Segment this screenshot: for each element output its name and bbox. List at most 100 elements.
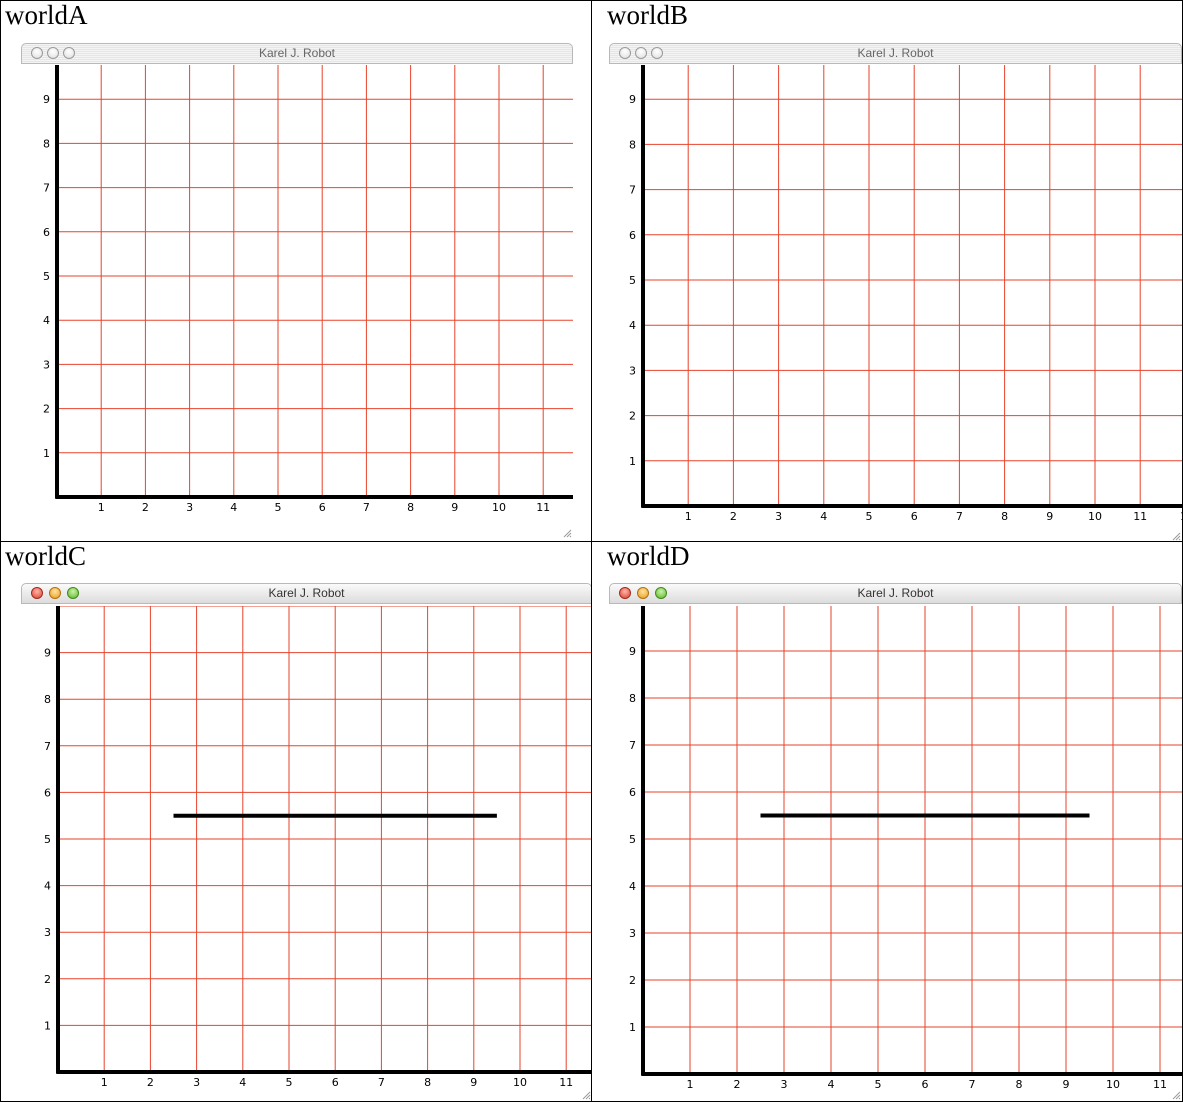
resize-grip-line [569, 535, 572, 538]
close-button-icon[interactable] [619, 47, 631, 59]
world-b-canvas: 1234567891012345678910111: [609, 65, 1182, 542]
avenue-label: 4 [239, 1076, 246, 1089]
avenue-label: 7 [956, 510, 963, 523]
avenue-label: 11 [559, 1076, 573, 1089]
avenue-label: 10 [1088, 510, 1102, 523]
minimize-button-icon[interactable] [635, 47, 647, 59]
street-label: 4 [629, 319, 636, 332]
street-label: 7 [629, 739, 636, 752]
street-label: 5 [44, 833, 51, 846]
avenue-label: 10 [492, 501, 506, 514]
avenue-label: 8 [1001, 510, 1008, 523]
avenue-label: 2 [142, 501, 149, 514]
minimize-button-icon[interactable] [47, 47, 59, 59]
close-button-icon[interactable] [31, 47, 43, 59]
world-d-canvas: 123456789101234567891011 [609, 606, 1182, 1101]
zoom-button-icon[interactable] [67, 587, 79, 599]
resize-grip-line [588, 1097, 591, 1100]
street-label: 4 [44, 880, 51, 893]
street-label: 8 [43, 137, 50, 150]
world-b-titlebar[interactable]: Karel J. Robot [609, 43, 1182, 64]
resize-grip-line [563, 529, 572, 538]
zoom-button-icon[interactable] [651, 47, 663, 59]
world-c-canvas: 1234567891012345678910111 [21, 606, 592, 1101]
resize-grip-line [1172, 532, 1181, 541]
resize-grip-icon [1172, 532, 1181, 541]
world-d-cell: worldD Karel J. Robot 1 2 3 4 5 6 7 8 9 10 1 2 3 4 5 6 7… [591, 541, 1183, 1102]
minimize-button-icon[interactable] [637, 587, 649, 599]
resize-grip-icon [1172, 1091, 1181, 1100]
zoom-button-icon[interactable] [63, 47, 75, 59]
street-label: 1 [44, 1019, 51, 1032]
street-label: 9 [629, 645, 636, 658]
street-label: 2 [43, 403, 50, 416]
avenue-label: 11 [1133, 510, 1147, 523]
street-label: 2 [629, 410, 636, 423]
avenue-label: 4 [820, 510, 827, 523]
avenue-label: 4 [828, 1078, 835, 1091]
street-label: 8 [44, 693, 51, 706]
avenue-label: 1: [1180, 510, 1182, 523]
street-label: 6 [43, 226, 50, 239]
world-c-cell: worldC Karel J. Robot 1 2 3 4 5 6 7 8 9 10 1 2 3 4 5 6 7… [0, 541, 593, 1102]
resize-grip-line [1178, 1097, 1181, 1100]
world-b-cell: worldB Karel J. Robot 1 2 3 4 5 6 7 8 9 10 1 2 3 4 5 6 7… [591, 0, 1183, 543]
avenue-label: 7 [378, 1076, 385, 1089]
avenue-label: 9 [1046, 510, 1053, 523]
world-a-canvas: 1234567891012345678910111: [21, 65, 573, 539]
world-b-window: Karel J. Robot 1234567891012345678910111… [609, 43, 1182, 542]
close-button-icon[interactable] [619, 587, 631, 599]
street-label: 8 [629, 138, 636, 151]
world-a-grid: 1234567891012345678910111: [43, 65, 573, 538]
street-label: 2 [629, 974, 636, 987]
street-label: 4 [629, 880, 636, 893]
street-label: 4 [43, 314, 50, 327]
street-label: 7 [629, 184, 636, 197]
street-label: 9 [43, 93, 50, 106]
resize-grip-line [1175, 1094, 1181, 1100]
street-label: 6 [629, 229, 636, 242]
street-label: 1 [629, 1021, 636, 1034]
resize-grip-icon [563, 529, 572, 538]
street-label: 7 [43, 182, 50, 195]
avenue-label: 8 [407, 501, 414, 514]
avenue-label: 6 [319, 501, 326, 514]
world-c-window: Karel J. Robot 1234567891012345678910111 [21, 583, 592, 1101]
zoom-button-icon[interactable] [655, 587, 667, 599]
resize-grip-line [1172, 1091, 1181, 1100]
street-label: 5 [629, 274, 636, 287]
resize-grip-line [1175, 535, 1181, 541]
street-label: 3 [629, 364, 636, 377]
avenue-label: 1 [685, 510, 692, 523]
minimize-button-icon[interactable] [49, 587, 61, 599]
resize-grip-icon [582, 1091, 591, 1100]
street-label: 1 [43, 447, 50, 460]
avenue-label: 8 [1016, 1078, 1023, 1091]
world-a-label: worldA [5, 0, 88, 30]
world-b-window-title: Karel J. Robot [857, 46, 934, 60]
world-a-titlebar[interactable]: Karel J. Robot [21, 43, 573, 64]
avenue-label: 7 [363, 501, 370, 514]
avenue-label: 7 [969, 1078, 976, 1091]
avenue-label: 10 [1106, 1078, 1120, 1091]
world-c-titlebar[interactable]: Karel J. Robot [21, 583, 592, 604]
street-label: 8 [629, 692, 636, 705]
world-d-label: worldD [607, 541, 690, 571]
world-a-window: Karel J. Robot 1234567891012345678910111… [21, 43, 573, 539]
avenue-label: 3 [775, 510, 782, 523]
world-d-window-title: Karel J. Robot [857, 586, 934, 600]
avenue-label: 3 [186, 501, 193, 514]
avenue-label: 10 [513, 1076, 527, 1089]
world-d-window: Karel J. Robot 123456789101234567891011 [609, 583, 1182, 1101]
avenue-label: 11 [536, 501, 550, 514]
close-button-icon[interactable] [31, 587, 43, 599]
street-label: 6 [44, 786, 51, 799]
avenue-label: 11 [1153, 1078, 1167, 1091]
street-label: 3 [43, 358, 50, 371]
world-a-cell: worldA Karel J. Robot 1 2 3 4 5 6 7 8 9 10 1 2 3 4 5 6 7… [0, 0, 593, 543]
avenue-label: 3 [781, 1078, 788, 1091]
world-d-titlebar[interactable]: Karel J. Robot [609, 583, 1182, 604]
resize-grip-line [582, 1091, 591, 1100]
world-b-grid: 1234567891012345678910111: [629, 65, 1182, 541]
avenue-label: 5 [275, 501, 282, 514]
